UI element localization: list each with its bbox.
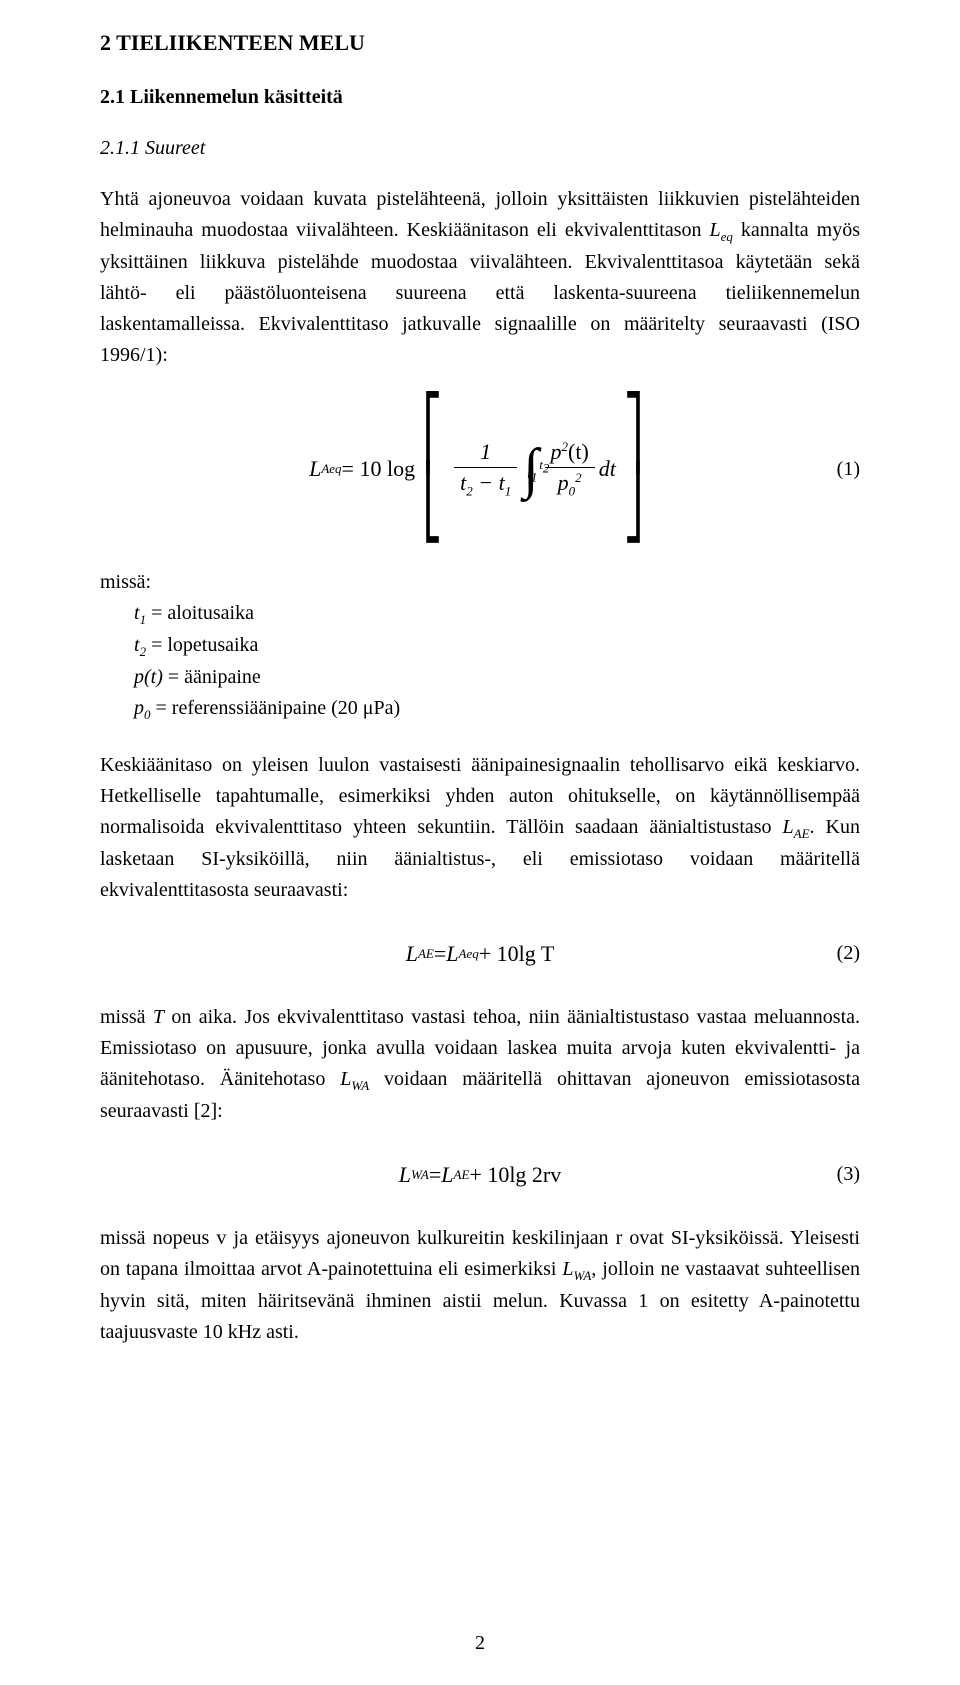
eq1-lbracket: ⎡⎣: [423, 399, 442, 539]
def-pt: p(t) = äänipaine: [134, 662, 860, 693]
sym-L: L: [710, 219, 721, 241]
eq1-Lsub: Aeq: [321, 461, 341, 477]
eq1-dt: dt: [599, 456, 616, 482]
eq3-L1sub: WA: [411, 1167, 429, 1183]
defs-label: missä:: [100, 567, 860, 598]
equation-2-body: LAE = LAeq + 10lg T: [406, 941, 555, 967]
def-p0: p0 = referenssiäänipaine (20 μPa): [134, 693, 860, 725]
eq1-int-lo: t1: [527, 446, 537, 506]
eq3-rest: + 10lg 2rv: [469, 1162, 561, 1188]
equation-2-number: (2): [837, 942, 860, 965]
equation-1: LAeq = 10 log ⎡⎣ 1 t2 − t1 ∫ t1 t2 p2(t)…: [100, 399, 860, 539]
eq3-eq: =: [429, 1162, 441, 1188]
eq1-frac1-num: 1: [454, 439, 517, 468]
sym-LWA2-sub: WA: [574, 1268, 592, 1283]
sym-LWA2: L: [562, 1258, 573, 1280]
sym-LAE-sub: AE: [794, 826, 810, 841]
equation-1-number: (1): [837, 458, 860, 481]
eq2-L2: L: [446, 941, 458, 967]
eq1-L: L: [309, 456, 321, 482]
eq2-rest: + 10lg T: [479, 941, 555, 967]
eq1-eq: = 10 log: [342, 456, 416, 482]
def-t2: t2 = lopetusaika: [134, 630, 860, 662]
equation-2: LAE = LAeq + 10lg T (2): [100, 934, 860, 974]
sym-LWA: L: [340, 1068, 351, 1090]
p1-text-b: kannalta myös yksittäinen liikkuva piste…: [100, 219, 860, 366]
page-number: 2: [0, 1632, 960, 1655]
subsubsection-title: 2.1.1 Suureet: [100, 137, 860, 160]
eq3-L2: L: [441, 1162, 453, 1188]
eq1-frac2-num: p2(t): [545, 439, 595, 468]
eq1-minus: −: [473, 470, 499, 495]
eq1-integral: ∫ t1 t2: [523, 441, 538, 497]
equation-3: LWA = LAE + 10lg 2rv (3): [100, 1155, 860, 1195]
sym-L-sub: eq: [721, 229, 733, 244]
equation-1-body: LAeq = 10 log ⎡⎣ 1 t2 − t1 ∫ t1 t2 p2(t)…: [309, 399, 651, 539]
paragraph-1: Yhtä ajoneuvoa voidaan kuvata pistelähte…: [100, 184, 860, 371]
sym-LWA-sub: WA: [351, 1078, 369, 1093]
eq2-L2sub: Aeq: [459, 946, 479, 962]
eq1-p: p: [551, 439, 562, 464]
equation-3-number: (3): [837, 1163, 860, 1186]
eq2-eq: =: [434, 941, 446, 967]
p2-text-a: Keskiäänitaso on yleisen luulon vastaise…: [100, 754, 860, 838]
eq1-t1s: 1: [505, 483, 512, 498]
paragraph-4: missä nopeus v ja etäisyys ajoneuvon kul…: [100, 1223, 860, 1348]
eq1-frac1-den: t2 − t1: [454, 468, 517, 499]
paragraph-3: missä T on aika. Jos ekvivalenttitaso va…: [100, 1002, 860, 1127]
eq3-L1: L: [399, 1162, 411, 1188]
subsection-title: 2.1 Liikennemelun käsitteitä: [100, 86, 860, 109]
equation-3-body: LWA = LAE + 10lg 2rv: [399, 1162, 562, 1188]
eq1-rbracket: ⎤⎦: [624, 399, 643, 539]
eq1-frac2-den: p02: [545, 468, 595, 499]
definition-list: missä: t1 = aloitusaika t2 = lopetusaika…: [100, 567, 860, 725]
eq3-L2sub: AE: [454, 1167, 470, 1183]
section-title: 2 TIELIIKENTEEN MELU: [100, 30, 860, 56]
paragraph-2: Keskiäänitaso on yleisen luulon vastaise…: [100, 750, 860, 906]
eq2-L1sub: AE: [418, 946, 434, 962]
p3-text-a: missä: [100, 1006, 153, 1028]
eq2-L1: L: [406, 941, 418, 967]
eq1-frac1: 1 t2 − t1: [454, 439, 517, 499]
eq1-p0-sub: 0: [569, 483, 576, 498]
def-t1: t1 = aloitusaika: [134, 598, 860, 630]
eq1-frac2: p2(t) p02: [545, 439, 595, 499]
eq1-p0: p: [558, 470, 569, 495]
page: 2 TIELIIKENTEEN MELU 2.1 Liikennemelun k…: [0, 0, 960, 1685]
sym-T: T: [153, 1006, 164, 1028]
sym-LAE: L: [783, 816, 794, 838]
eq1-p-paren: (t): [568, 439, 589, 464]
eq1-int-hi: t2: [539, 437, 549, 497]
